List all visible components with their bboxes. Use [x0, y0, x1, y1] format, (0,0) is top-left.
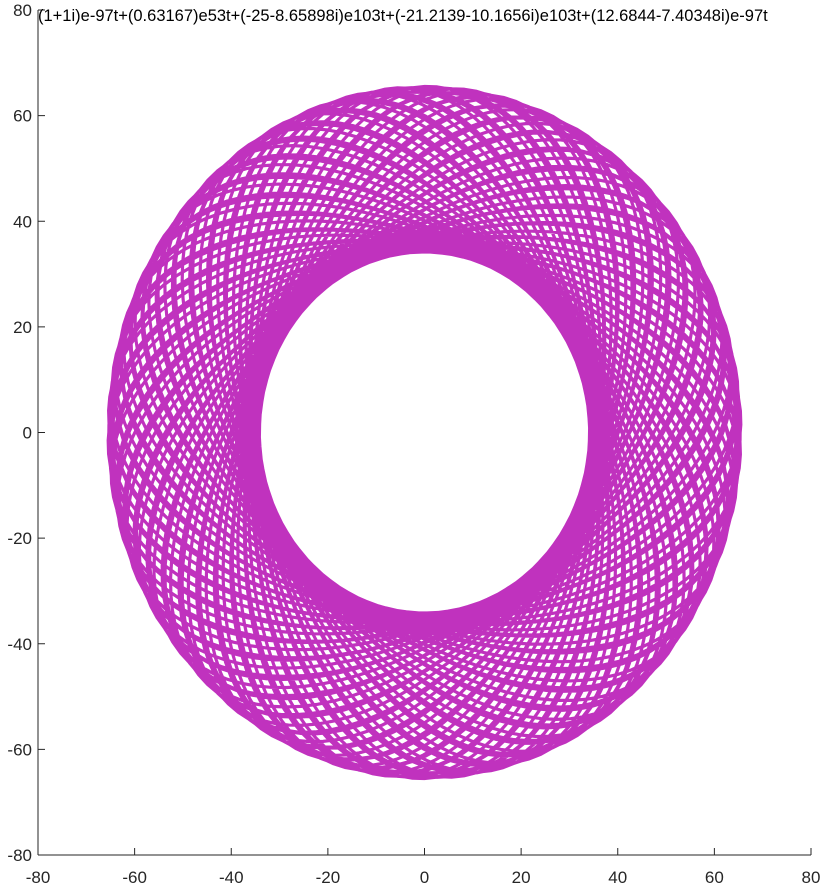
x-tick-label: 40	[608, 868, 627, 885]
y-tick-label: 40	[13, 212, 32, 231]
y-ticks: -80 -60 -40 -20 0 20 40 60 80	[7, 1, 45, 865]
chart-title: (1+1i)e-97t+(0.63167)e53t+(-25-8.65898i)…	[38, 7, 768, 25]
x-tick-label: -80	[26, 868, 51, 885]
plot-area	[106, 84, 743, 781]
y-tick-label: 20	[13, 318, 32, 337]
y-tick-label: 60	[13, 107, 32, 126]
y-tick-label: -40	[7, 635, 32, 654]
y-tick-label: -60	[7, 740, 32, 759]
x-tick-label: -60	[122, 868, 147, 885]
x-ticks: -80 -60 -40 -20 0 20 40 60 80	[26, 848, 821, 885]
x-tick-label: 60	[705, 868, 724, 885]
parametric-curve	[106, 84, 743, 781]
x-tick-label: -20	[316, 868, 341, 885]
y-tick-label: -20	[7, 529, 32, 548]
x-tick-label: 80	[802, 868, 821, 885]
y-tick-label: 80	[13, 1, 32, 20]
x-tick-label: 0	[420, 868, 429, 885]
x-tick-label: 20	[512, 868, 531, 885]
y-tick-label: -80	[7, 846, 32, 865]
y-tick-label: 0	[23, 424, 32, 443]
x-tick-label: -40	[219, 868, 244, 885]
